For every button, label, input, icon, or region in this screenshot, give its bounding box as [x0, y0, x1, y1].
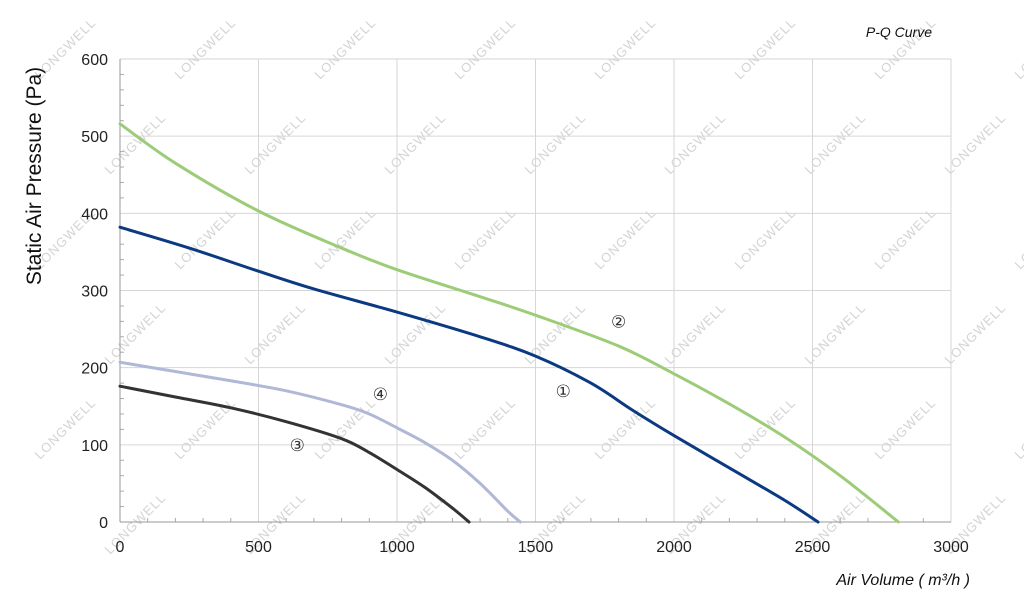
series-layer — [118, 122, 900, 524]
watermark-text: LONGWELL — [802, 300, 869, 367]
series-label-4: ④ — [373, 385, 388, 405]
chart-title: P-Q Curve — [866, 24, 932, 40]
watermark-text: LONGWELL — [732, 395, 799, 462]
watermark-text: LONGWELL — [242, 300, 309, 367]
watermark-text: LONGWELL — [102, 300, 169, 367]
watermark-text: LONGWELL — [1012, 395, 1024, 462]
series-label-3: ③ — [290, 436, 305, 456]
y-tick-label: 200 — [81, 361, 108, 378]
watermark-text: LONGWELL — [872, 395, 939, 462]
watermark-text: LONGWELL — [312, 15, 379, 82]
y-tick-label: 0 — [99, 515, 108, 532]
x-axis-title: Air Volume ( m³/h ) — [835, 572, 970, 589]
series-line-3 — [118, 384, 471, 524]
watermark-text: LONGWELL — [592, 205, 659, 272]
watermark-text: LONGWELL — [452, 205, 519, 272]
series-line-2 — [118, 122, 900, 524]
watermark-layer: LONGWELL LONGWELL LONGWELL LONGWELL LONGWELL… — [32, 15, 1024, 557]
watermark-text: LONGWELL — [522, 110, 589, 177]
watermark-text: LONGWELL — [172, 15, 239, 82]
watermark-text: LONGWELL — [732, 15, 799, 82]
x-tick-label: 2000 — [656, 539, 692, 556]
watermark-text: LONGWELL — [452, 15, 519, 82]
watermark-text: LONGWELL — [592, 15, 659, 82]
y-tick-label: 300 — [81, 284, 108, 301]
watermark-text: LONGWELL — [242, 110, 309, 177]
series-line-4 — [118, 360, 522, 524]
x-tick-label: 2500 — [795, 539, 831, 556]
axis-layer: 0 500 1000 1500 2000 2500 3000 0 100 200 300 400 500… — [81, 52, 969, 556]
watermark-text: LONGWELL — [872, 205, 939, 272]
watermark-text: LONGWELL — [942, 110, 1009, 177]
watermark-text: LONGWELL — [522, 300, 589, 367]
watermark-text: LONGWELL — [102, 110, 169, 177]
watermark-text: LONGWELL — [662, 110, 729, 177]
x-tick-label: 500 — [245, 539, 272, 556]
y-tick-label: 400 — [81, 206, 108, 223]
x-tick-label: 1000 — [379, 539, 415, 556]
watermark-text: LONGWELL — [172, 395, 239, 462]
watermark-text: LONGWELL — [382, 110, 449, 177]
watermark-text: LONGWELL — [1012, 15, 1024, 82]
label-layer: ① ② ③ ④ — [290, 313, 627, 456]
watermark-text: LONGWELL — [452, 395, 519, 462]
watermark-text: LONGWELL — [662, 300, 729, 367]
watermark-text: LONGWELL — [942, 300, 1009, 367]
series-line-1 — [118, 225, 820, 524]
watermark-text: LONGWELL — [1012, 205, 1024, 272]
y-axis-title: Static Air Pressure (Pa) — [23, 67, 46, 285]
watermark-text: LONGWELL — [802, 110, 869, 177]
watermark-text: LONGWELL — [732, 205, 799, 272]
y-tick-label: 500 — [81, 129, 108, 146]
x-tick-label: 0 — [116, 539, 125, 556]
y-tick-label: 100 — [81, 438, 108, 455]
y-tick-label: 600 — [81, 52, 108, 69]
series-label-1: ① — [556, 382, 571, 402]
series-label-2: ② — [611, 313, 626, 333]
watermark-text: LONGWELL — [102, 490, 169, 557]
grid-layer — [119, 58, 952, 523]
x-tick-label: 1500 — [518, 539, 554, 556]
x-tick-label: 3000 — [933, 539, 969, 556]
